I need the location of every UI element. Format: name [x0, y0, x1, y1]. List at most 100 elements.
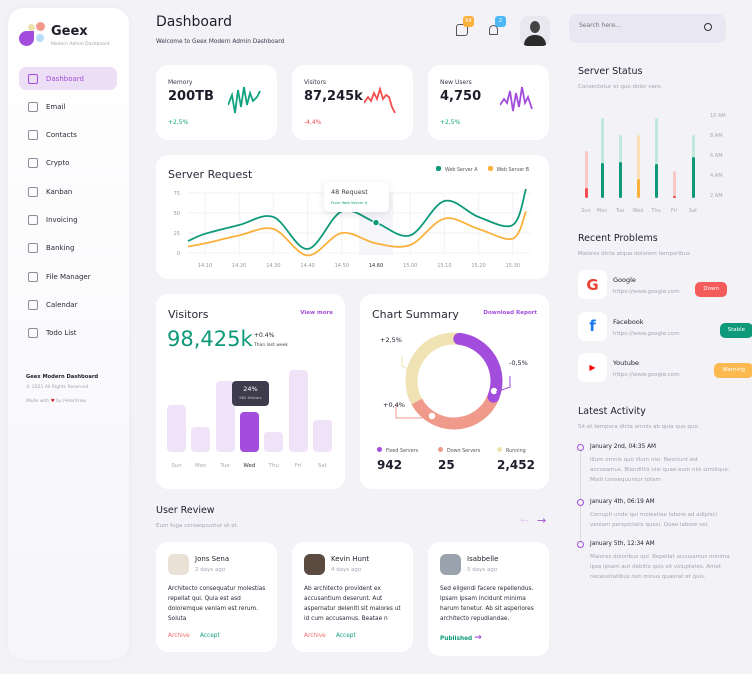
x-tick: Sat: [317, 463, 327, 469]
recent-problems-subtitle: Maiores dicta atque dolorem temporibus: [578, 251, 690, 257]
visitor-bar-fri[interactable]: [288, 370, 308, 452]
x-tick: 14.10: [198, 263, 212, 269]
sidebar-item-crypto[interactable]: Crypto: [19, 152, 117, 175]
reviewer-avatar: [440, 554, 461, 575]
calendar-icon: [28, 299, 38, 310]
status-bar-thu[interactable]: [654, 118, 658, 198]
sidebar-item-email[interactable]: Email: [19, 95, 117, 118]
user-icon: [28, 130, 38, 141]
x-tick: Mon: [596, 208, 608, 214]
legend-swatch: [436, 166, 441, 171]
messages-badge: 64: [463, 16, 474, 27]
x-tick: 14.60: [369, 263, 383, 269]
file-icon: [28, 215, 38, 225]
series-line-1: [187, 211, 527, 257]
problem-url: https://www.google.com: [613, 372, 680, 378]
status-badge: Stable: [719, 322, 752, 338]
tooltip-title: 48 Request: [331, 188, 368, 196]
stat-card-visitors: Visitors 87,245k -4,4%: [292, 65, 413, 140]
visitor-bar-mon[interactable]: [191, 427, 211, 452]
legend-swatch: [438, 447, 443, 452]
status-bar-wed[interactable]: [636, 135, 640, 198]
sidebar-footer-title: Geex Modern Dashboard: [26, 374, 99, 380]
google-logo-icon: G: [578, 270, 607, 299]
sidebar-item-label: Contacts: [46, 131, 77, 140]
change-label: +0,4%: [383, 401, 405, 409]
server-request-title: Server Request: [168, 168, 253, 181]
stat-change: -4,4%: [304, 119, 322, 126]
x-tick: Sun: [581, 208, 591, 214]
stat-label: Visitors: [304, 79, 327, 86]
sidebar-item-dashboard[interactable]: Dashboard: [19, 67, 117, 90]
status-bar-mon[interactable]: [600, 118, 604, 198]
messages-button[interactable]: [456, 24, 468, 36]
visitor-bar-wed[interactable]: [239, 411, 259, 452]
problem-url: https://www.google.com: [613, 330, 680, 337]
status-bar-active: [618, 162, 622, 198]
stat-label: New Users: [440, 79, 472, 86]
sidebar-item-file-manager[interactable]: File Manager: [19, 265, 117, 288]
accept-button[interactable]: Accept: [336, 633, 356, 639]
user-avatar[interactable]: [520, 16, 550, 46]
sidebar-item-calendar[interactable]: Calendar: [19, 293, 117, 316]
accept-button[interactable]: Accept: [200, 633, 220, 639]
donut-chart: [395, 332, 511, 430]
visitor-bar-sun[interactable]: [167, 405, 186, 452]
published-link[interactable]: Published →: [440, 633, 482, 643]
status-bar-active: [654, 164, 658, 198]
download-report-link[interactable]: Download Report: [483, 310, 537, 316]
status-bar-fri[interactable]: [672, 171, 676, 198]
visitor-bar-sat[interactable]: [312, 420, 332, 452]
visitors-value: 98,425k: [167, 327, 253, 351]
sidebar-item-kanban[interactable]: Kanban: [19, 180, 117, 203]
page-subtitle: Welcome to Geex Modern Admin Dashboard: [156, 39, 285, 45]
prev-arrow-button[interactable]: ←: [520, 514, 530, 527]
search-icon[interactable]: [704, 23, 712, 31]
next-arrow-button[interactable]: →: [537, 514, 547, 527]
logo: [18, 22, 48, 52]
problem-item[interactable]: G Google https://www.google.com Down: [578, 270, 752, 299]
view-more-link[interactable]: View more: [300, 310, 333, 316]
reviewer-name: Jons Sena: [195, 555, 230, 563]
review-card: Isabbelle 5 days ago Sed eligendi facere…: [428, 542, 549, 656]
legend-swatch: [487, 166, 493, 171]
sidebar-item-invoicing[interactable]: Invoicing: [19, 209, 117, 232]
review-card: Jons Sena 2 days ago Architecto consequa…: [156, 542, 277, 652]
status-bar-sun[interactable]: [584, 151, 588, 198]
made-with: Made with ♥ by Peterdraw: [26, 399, 86, 404]
timeline-dot: [577, 444, 584, 451]
x-tick: Fri: [294, 463, 302, 469]
visitor-bar-thu[interactable]: [264, 432, 284, 452]
archive-button[interactable]: Archive: [304, 633, 326, 639]
problem-item[interactable]: f Facebook https://www.google.com Stable: [578, 311, 752, 341]
problem-item[interactable]: ▶ Youtube https://www.google.com Warning: [578, 353, 752, 382]
sidebar-item-label: Crypto: [46, 159, 70, 168]
chart-summary-title: Chart Summary: [372, 308, 459, 321]
sidebar-item-banking[interactable]: Banking: [19, 237, 117, 260]
search-input[interactable]: [579, 22, 689, 29]
legend-item: Fixed Servers: [377, 447, 418, 454]
made-suffix: by Peterdraw: [56, 399, 86, 404]
bell-icon[interactable]: [489, 25, 498, 35]
brand-name: Geex: [51, 24, 88, 39]
sidebar-item-contacts[interactable]: Contacts: [19, 124, 117, 147]
search-box[interactable]: [569, 14, 726, 43]
x-tick: 15.10: [437, 263, 451, 269]
x-tick: 14.50: [335, 263, 349, 269]
copyright: © 2021 All Rights Reserved: [26, 385, 89, 390]
activity-time: January 4th, 06:19 AM: [590, 499, 655, 505]
sidebar-item-todo-list[interactable]: Todo List: [19, 322, 117, 345]
activity-text: Corrupti unde qui molestiae labore ad ad…: [590, 512, 718, 528]
archive-button[interactable]: Archive: [168, 633, 190, 639]
legend-swatch: [377, 447, 382, 452]
wallet-icon: [28, 243, 38, 254]
visitors-change: +0.4%: [254, 332, 275, 339]
x-tick: Fri: [671, 208, 677, 214]
x-tick: Sat: [688, 208, 698, 214]
sidebar-item-label: Invoicing: [46, 216, 78, 224]
y-tick: 6 AM: [710, 153, 723, 159]
activity-time: January 5th, 12:34 AM: [590, 541, 655, 547]
folder-icon: [28, 271, 38, 282]
series-line-0: [187, 188, 527, 250]
visitor-bar-tue[interactable]: [215, 380, 235, 452]
